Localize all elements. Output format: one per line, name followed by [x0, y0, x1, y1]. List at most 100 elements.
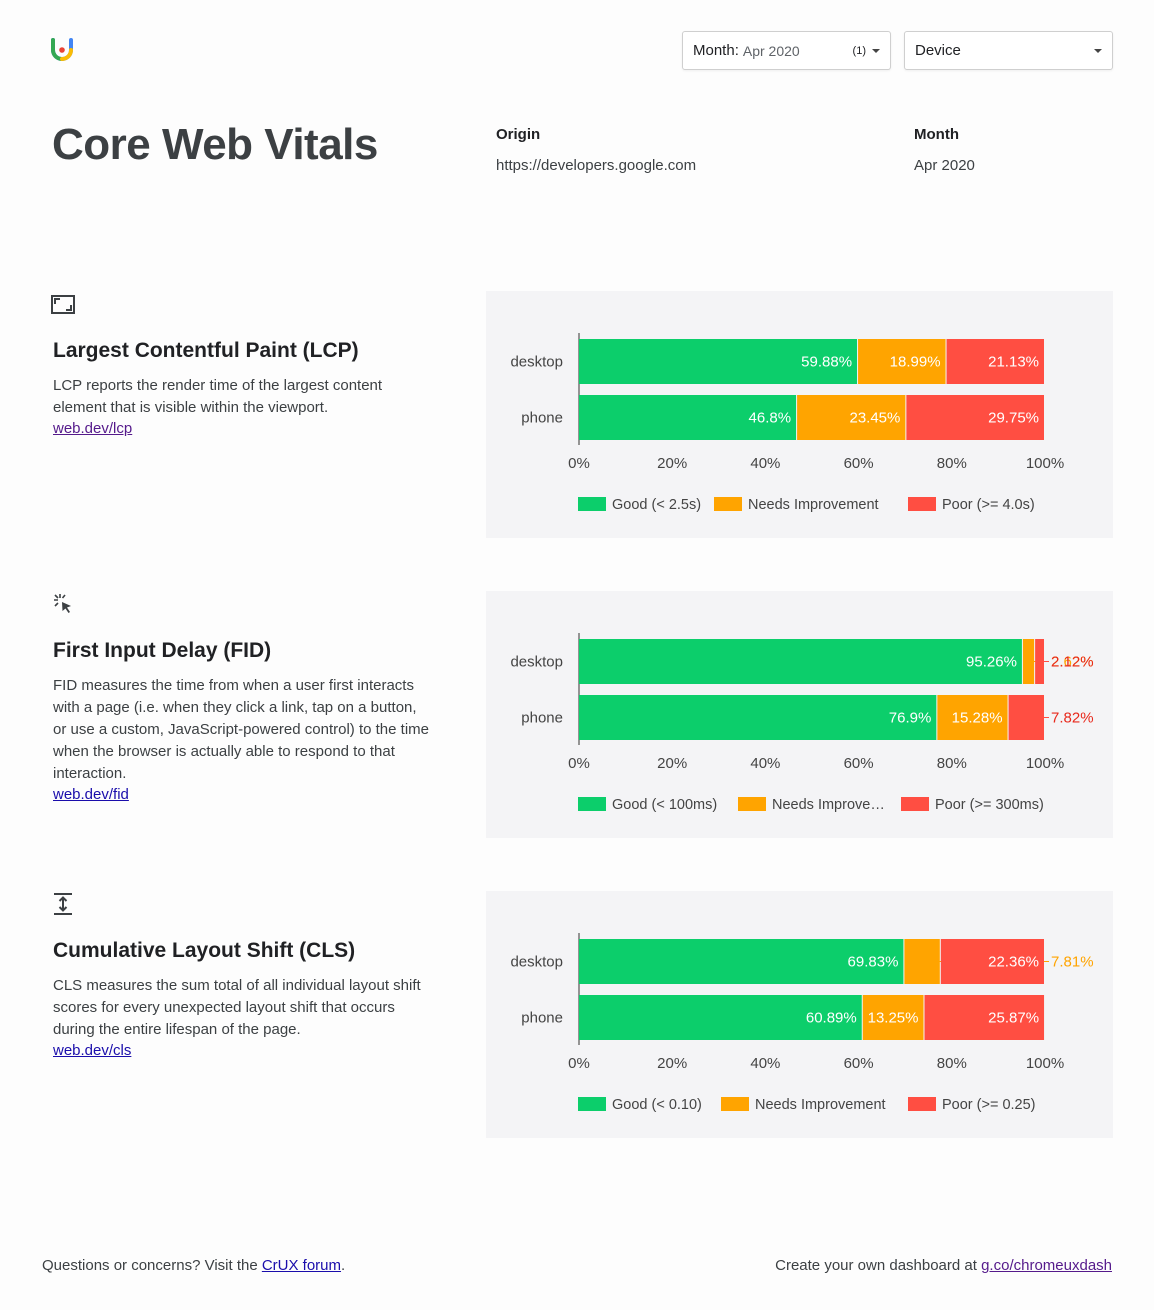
x-tick-label: 0%: [568, 1055, 590, 1072]
data-label: 29.75%: [988, 410, 1039, 427]
month-value: Apr 2020: [914, 157, 975, 174]
category-label: desktop: [510, 954, 563, 971]
bar-segment: [940, 939, 1044, 984]
data-label: 22.36%: [988, 954, 1039, 971]
page-title: Core Web Vitals: [52, 120, 378, 169]
x-tick-label: 40%: [750, 1055, 780, 1072]
footer-left-text: Questions or concerns? Visit the: [42, 1257, 262, 1274]
fid-link[interactable]: web.dev/fid: [53, 786, 129, 803]
bar-segment: [862, 995, 924, 1040]
month-filter[interactable]: Month: Apr 2020 (1): [682, 31, 891, 70]
cls-link[interactable]: web.dev/cls: [53, 1042, 132, 1059]
legend-swatch: [908, 1097, 936, 1111]
data-label: 60.89%: [806, 1010, 857, 1027]
click-cursor-icon: [54, 594, 71, 613]
origin-label: Origin: [496, 126, 541, 143]
legend-swatch: [578, 1097, 606, 1111]
bar-segment: [797, 395, 906, 440]
chevron-down-icon: [1094, 48, 1102, 53]
legend-label: Poor (>= 300ms): [935, 797, 1044, 813]
data-label: 59.88%: [801, 354, 852, 371]
legend-label: Good (< 100ms): [612, 797, 717, 813]
lcp-chart-panel: desktop 59.88% 18.99% 21.13% phone 46.8% 23.45…: [486, 291, 1113, 538]
device-filter-label: Device: [915, 42, 961, 59]
bar-segment: [946, 339, 1044, 384]
x-tick-label: 20%: [657, 1055, 687, 1072]
legend-label: Needs Improve…: [772, 797, 885, 813]
legend-label: Needs Improvement: [755, 1097, 886, 1113]
x-tick-label: 60%: [844, 455, 874, 472]
legend-swatch: [901, 797, 929, 811]
bar-segment: [579, 639, 1022, 684]
month-filter-value: Apr 2020: [742, 42, 800, 59]
footer-left-end: .: [341, 1257, 346, 1274]
legend-swatch: [738, 797, 766, 811]
data-label: 7.82%: [1051, 710, 1094, 727]
cls-chart-panel: desktop 69.83% 7.81% 22.36% phone 60.89% 13.25…: [486, 891, 1113, 1138]
lcp-title: Largest Contentful Paint (LCP): [53, 339, 359, 362]
x-tick-label: 0%: [568, 455, 590, 472]
legend-label: Poor (>= 4.0s): [942, 497, 1035, 513]
data-label: 76.9%: [889, 710, 932, 727]
cls-title: Cumulative Layout Shift (CLS): [53, 939, 356, 962]
legend-swatch: [908, 497, 936, 511]
device-filter[interactable]: Device: [904, 31, 1113, 70]
category-label: desktop: [510, 654, 563, 671]
x-tick-label: 0%: [568, 755, 590, 772]
vertical-shift-icon: [54, 893, 72, 915]
bar-segment: [858, 339, 946, 384]
lcp-link[interactable]: web.dev/lcp: [53, 420, 133, 437]
footer-right: Create your own dashboard at g.co/chrome…: [775, 1257, 1112, 1274]
fid-chart: desktop 95.26% 2.62%2.12% phone 76.9% 15.28% 7…: [510, 633, 1094, 813]
bar-segment: [1035, 639, 1044, 684]
x-tick-label: 20%: [657, 455, 687, 472]
bar-segment: [579, 339, 858, 384]
fid-title: First Input Delay (FID): [53, 639, 272, 662]
footer-right-text: Create your own dashboard at: [775, 1257, 982, 1274]
data-label: 7.81%: [1051, 954, 1094, 971]
data-label: 25.87%: [988, 1010, 1039, 1027]
legend-label: Needs Improvement: [748, 497, 879, 513]
lcp-description: LCP reports the render time of the large…: [53, 377, 383, 416]
crux-logo: [51, 38, 73, 61]
bar-segment: [906, 395, 1044, 440]
month-label: Month: [914, 126, 959, 143]
x-tick-label: 80%: [937, 1055, 967, 1072]
data-label: 46.8%: [749, 410, 792, 427]
x-tick-label: 40%: [750, 755, 780, 772]
x-tick-label: 100%: [1026, 755, 1064, 772]
category-label: phone: [521, 1010, 563, 1027]
x-tick-label: 60%: [844, 755, 874, 772]
cls-chart: desktop 69.83% 7.81% 22.36% phone 60.89% 13.25…: [510, 933, 1094, 1113]
bar-segment: [937, 695, 1008, 740]
bar-segment: [579, 395, 797, 440]
data-label: 18.99%: [890, 354, 941, 371]
x-tick-label: 20%: [657, 755, 687, 772]
bar-segment: [1022, 639, 1035, 684]
data-label: 13.25%: [868, 1010, 919, 1027]
legend-swatch: [721, 1097, 749, 1111]
fid-chart-panel: desktop 95.26% 2.62% 2.12% phone 76.9% 15.28% 7…: [486, 591, 1113, 838]
legend-swatch: [578, 797, 606, 811]
category-label: phone: [521, 410, 563, 427]
legend-swatch: [578, 497, 606, 511]
x-tick-label: 100%: [1026, 1055, 1064, 1072]
x-tick-label: 80%: [937, 755, 967, 772]
x-tick-label: 60%: [844, 1055, 874, 1072]
data-label: 23.45%: [849, 410, 900, 427]
chromeuxdash-link[interactable]: g.co/chromeuxdash: [981, 1257, 1112, 1274]
footer-left: Questions or concerns? Visit the CrUX fo…: [42, 1257, 345, 1274]
fid-description: FID measures the time from when a user f…: [53, 677, 429, 782]
cls-description: CLS measures the sum total of all indivi…: [53, 977, 421, 1038]
legend-swatch: [714, 497, 742, 511]
crux-forum-link[interactable]: CrUX forum: [261, 1257, 342, 1274]
data-label: 21.13%: [988, 354, 1039, 371]
data-label: 95.26%: [966, 654, 1017, 671]
chevron-down-icon: [872, 48, 880, 53]
legend-label: Poor (>= 0.25): [942, 1097, 1036, 1113]
data-label: 15.28%: [952, 710, 1003, 727]
month-filter-count: (1): [852, 44, 866, 57]
data-label: 2.62%: [1051, 654, 1094, 671]
bar-segment: [924, 995, 1045, 1040]
bar-segment: [579, 939, 904, 984]
